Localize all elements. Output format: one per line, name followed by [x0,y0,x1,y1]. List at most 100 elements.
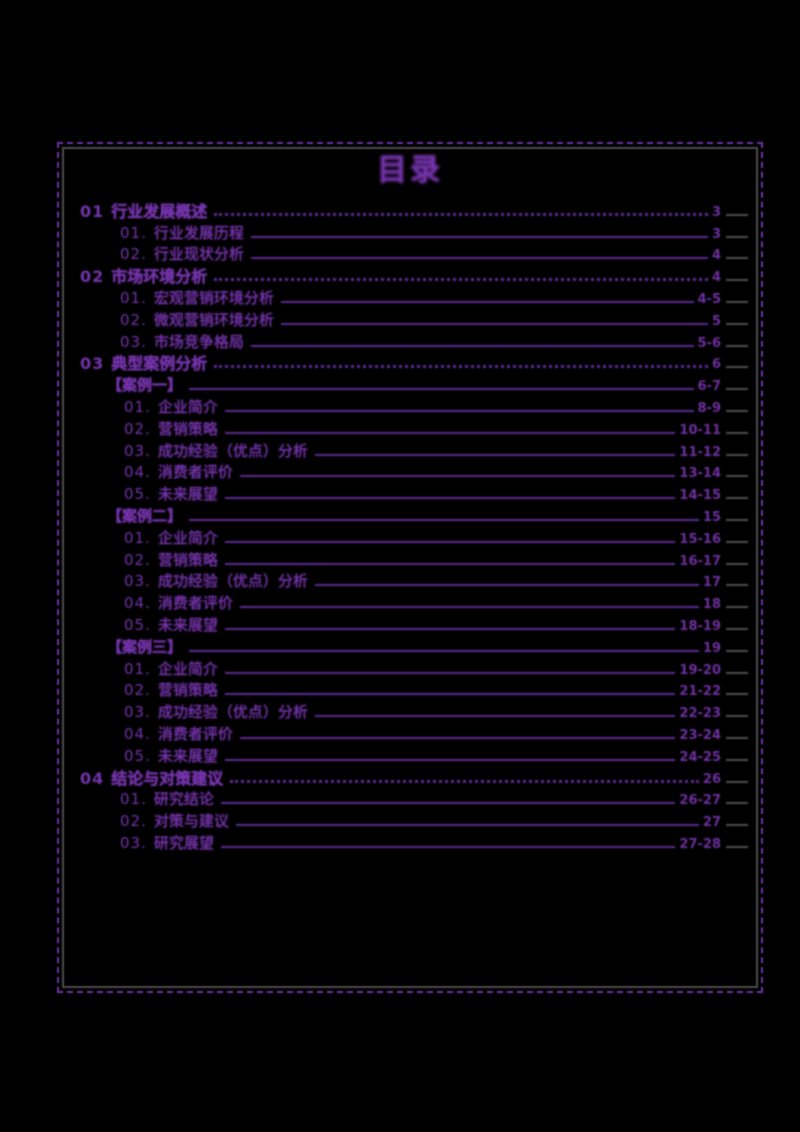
entry-prefix: 05. [124,615,151,634]
toc-entry[interactable]: 【案例二】 15 [64,504,756,526]
entry-text: 营销策略 [157,419,218,438]
toc-entry[interactable]: 04. 消费者评价 18 [64,591,756,613]
leader-tail [726,824,748,827]
leader-line [224,562,676,565]
page-number: 11-12 [679,444,721,460]
toc-entry[interactable]: 03. 成功经验（优点）分析 11-12 [64,439,756,461]
leader-line [250,235,708,238]
leader-line [220,802,676,805]
toc-entry[interactable]: 01. 企业简介 19-20 [64,657,756,679]
toc-entry[interactable]: 02. 对策与建议 27 [64,809,756,831]
page-number: 27-28 [679,836,721,852]
leader-tail [726,845,748,848]
leader-line [224,409,694,412]
entry-text: 市场竞争格局 [153,332,244,351]
page-number: 4 [711,270,721,286]
toc-entry[interactable]: 03 典型案例分析 6 [64,352,756,374]
leader-line [224,497,676,500]
toc-entry[interactable]: 05. 未来展望 18-19 [64,613,756,635]
toc-entry[interactable]: 02. 营销策略 16-17 [64,548,756,570]
toc-entry[interactable]: 03. 成功经验（优点）分析 17 [64,570,756,592]
leader-tail [726,497,748,500]
leader-tail [726,715,748,718]
entry-text: 消费者评价 [157,724,233,743]
toc-entry[interactable]: 01. 企业简介 15-16 [64,526,756,548]
page-number: 26 [702,771,721,787]
entry-text: 行业发展概述 [111,201,208,221]
entry-prefix: 01. [124,528,151,547]
page-number: 3 [711,204,721,220]
entry-prefix: 03. [124,441,151,460]
entry-text: 消费者评价 [157,594,233,613]
toc-entry[interactable]: 02 市场环境分析 4 [64,264,756,286]
toc-entry[interactable]: 03. 市场竞争格局 5-6 [64,330,756,352]
entry-text: 【案例二】 [107,506,183,525]
leader-tail [726,649,748,652]
entry-text: 成功经验（优点）分析 [157,703,308,722]
entry-text: 市场环境分析 [111,267,208,287]
entry-text: 【案例三】 [107,637,183,656]
page-number: 19-20 [679,662,721,678]
leader-tail [726,671,748,674]
toc-entry[interactable]: 02. 行业现状分析 4 [64,243,756,265]
entry-text: 成功经验（优点）分析 [157,572,308,591]
page-number: 5 [711,313,721,329]
toc-entry[interactable]: 01 行业发展概述 3 [64,199,756,221]
page-number: 4-5 [697,291,722,307]
entry-prefix: 02. [124,550,151,569]
toc-entry[interactable]: 01. 宏观营销环境分析 4-5 [64,286,756,308]
toc-entry[interactable]: 【案例三】 19 [64,635,756,657]
entry-text: 未来展望 [157,615,218,634]
toc-entry[interactable]: 03. 研究展望 27-28 [64,831,756,853]
toc-entry[interactable]: 【案例一】 6-7 [64,373,756,395]
leader-line [224,758,676,761]
page-number: 13-14 [679,466,721,482]
leader-line [280,322,708,325]
toc-entry[interactable]: 02. 微观营销环境分析 5 [64,308,756,330]
leader-tail [726,300,748,303]
entry-text: 结论与对策建议 [111,768,224,788]
toc-entry[interactable]: 04 结论与对策建议 26 [64,766,756,788]
leader-tail [726,322,748,325]
entry-prefix: 04. [124,724,151,743]
entry-prefix: 02. [124,419,151,438]
leader-tail [726,453,748,456]
leader-line [214,278,708,282]
entry-text: 行业现状分析 [153,245,244,264]
toc-entry[interactable]: 04. 消费者评价 23-24 [64,722,756,744]
toc-entry[interactable]: 03. 成功经验（优点）分析 22-23 [64,700,756,722]
entry-text: 【案例一】 [107,376,183,395]
toc-entry[interactable]: 05. 未来展望 24-25 [64,744,756,766]
toc-entry[interactable]: 01. 企业简介 8-9 [64,395,756,417]
leader-line [239,606,699,609]
entry-prefix: 01. [120,790,147,809]
leader-tail [726,257,748,260]
entry-text: 研究结论 [153,790,214,809]
toc-entry[interactable]: 02. 营销策略 10-11 [64,417,756,439]
leader-line [224,540,676,543]
leader-tail [726,584,748,587]
toc-entry[interactable]: 01. 研究结论 26-27 [64,788,756,810]
entry-prefix: 01. [124,659,151,678]
entry-prefix: 03 [80,354,105,374]
leader-line [230,779,699,783]
leader-line [250,257,708,260]
page-number: 15-16 [679,531,721,547]
entry-prefix: 03. [120,332,147,351]
page-number: 6-7 [697,379,722,395]
entry-prefix: 03. [120,833,147,852]
page-number: 17 [702,575,721,591]
toc-entry[interactable]: 02. 营销策略 21-22 [64,679,756,701]
toc-entry[interactable]: 05. 未来展望 14-15 [64,482,756,504]
entry-text: 对策与建议 [153,812,229,831]
toc-entry[interactable]: 04. 消费者评价 13-14 [64,461,756,483]
leader-line [224,627,676,630]
leader-line [189,649,699,652]
entry-prefix: 04 [80,768,105,788]
leader-tail [726,235,748,238]
leader-line [314,584,699,587]
entry-text: 营销策略 [157,681,218,700]
page-number: 21-22 [679,684,721,700]
toc-entry[interactable]: 01. 行业发展历程 3 [64,221,756,243]
